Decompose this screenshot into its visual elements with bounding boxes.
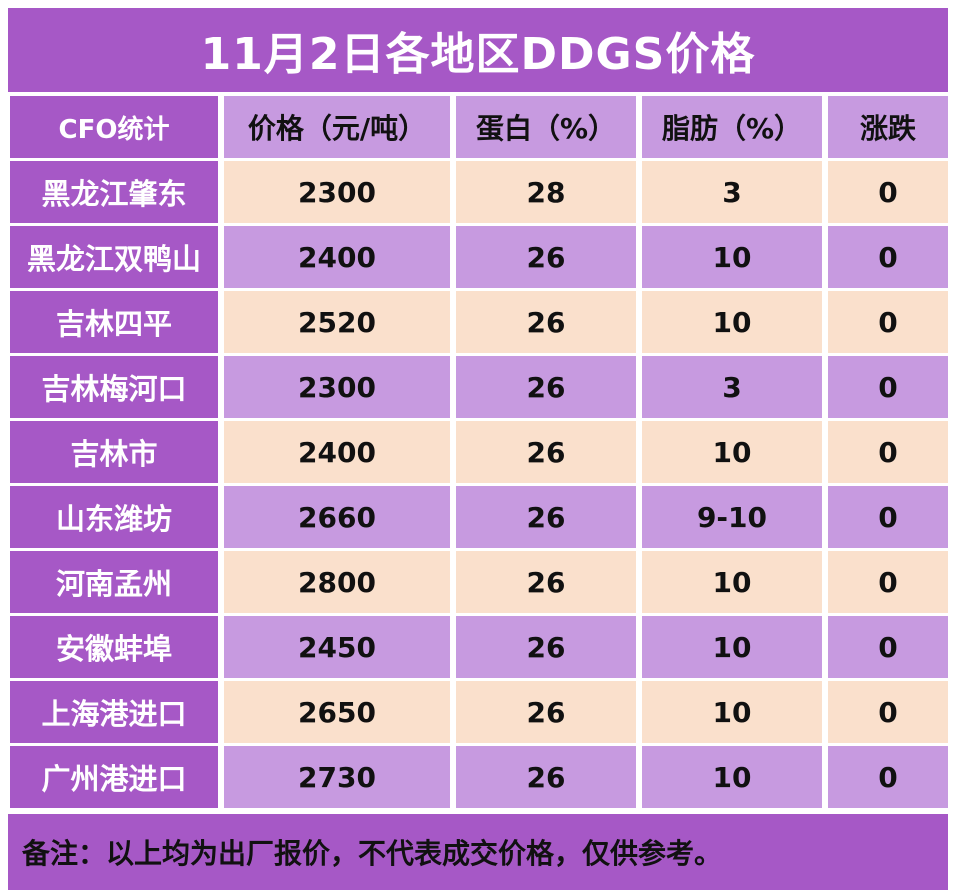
table-row: 黑龙江双鸭山 2400 26 10 0 (10, 226, 948, 288)
fat-cell: 10 (642, 421, 822, 483)
table-row: 吉林四平 2520 26 10 0 (10, 291, 948, 353)
protein-cell: 26 (456, 746, 636, 808)
table-row: 安徽蚌埠 2450 26 10 0 (10, 616, 948, 678)
change-cell: 0 (828, 486, 948, 548)
region-cell: 上海港进口 (10, 681, 218, 743)
table-row: 吉林市 2400 26 10 0 (10, 421, 948, 483)
change-cell: 0 (828, 551, 948, 613)
protein-cell: 26 (456, 291, 636, 353)
price-cell: 2800 (224, 551, 450, 613)
change-cell: 0 (828, 291, 948, 353)
price-cell: 2520 (224, 291, 450, 353)
protein-cell: 28 (456, 161, 636, 223)
fat-cell: 10 (642, 551, 822, 613)
protein-cell: 26 (456, 356, 636, 418)
fat-cell: 10 (642, 291, 822, 353)
footnote: 备注：以上均为出厂报价，不代表成交价格，仅供参考。 (8, 814, 948, 890)
table-title: 11月2日各地区DDGS价格 (8, 8, 948, 92)
header-change: 涨跌 (828, 96, 948, 158)
region-cell: 吉林四平 (10, 291, 218, 353)
region-cell: 广州港进口 (10, 746, 218, 808)
price-cell: 2730 (224, 746, 450, 808)
change-cell: 0 (828, 356, 948, 418)
fat-cell: 3 (642, 356, 822, 418)
price-cell: 2400 (224, 421, 450, 483)
change-cell: 0 (828, 746, 948, 808)
price-cell: 2650 (224, 681, 450, 743)
fat-cell: 10 (642, 226, 822, 288)
region-cell: 黑龙江双鸭山 (10, 226, 218, 288)
change-cell: 0 (828, 681, 948, 743)
region-cell: 河南孟州 (10, 551, 218, 613)
header-price: 价格（元/吨） (224, 96, 450, 158)
region-cell: 山东潍坊 (10, 486, 218, 548)
table-row: 吉林梅河口 2300 26 3 0 (10, 356, 948, 418)
header-source: CFO统计 (10, 96, 218, 158)
price-cell: 2660 (224, 486, 450, 548)
price-cell: 2300 (224, 356, 450, 418)
price-cell: 2300 (224, 161, 450, 223)
change-cell: 0 (828, 161, 948, 223)
protein-cell: 26 (456, 616, 636, 678)
protein-cell: 26 (456, 421, 636, 483)
price-cell: 2400 (224, 226, 450, 288)
table-row: 广州港进口 2730 26 10 0 (10, 746, 948, 808)
header-protein: 蛋白（%） (456, 96, 636, 158)
fat-cell: 10 (642, 616, 822, 678)
region-cell: 安徽蚌埠 (10, 616, 218, 678)
protein-cell: 26 (456, 681, 636, 743)
protein-cell: 26 (456, 551, 636, 613)
table-row: 山东潍坊 2660 26 9-10 0 (10, 486, 948, 548)
price-table-card: 11月2日各地区DDGS价格 CFO统计 价格（元/吨） 蛋白（%） 脂肪（%）… (4, 4, 948, 890)
region-cell: 吉林市 (10, 421, 218, 483)
protein-cell: 26 (456, 486, 636, 548)
fat-cell: 3 (642, 161, 822, 223)
region-cell: 吉林梅河口 (10, 356, 218, 418)
fat-cell: 9-10 (642, 486, 822, 548)
table-row: 上海港进口 2650 26 10 0 (10, 681, 948, 743)
change-cell: 0 (828, 616, 948, 678)
table-row: 黑龙江肇东 2300 28 3 0 (10, 161, 948, 223)
change-cell: 0 (828, 226, 948, 288)
fat-cell: 10 (642, 746, 822, 808)
table-row: 河南孟州 2800 26 10 0 (10, 551, 948, 613)
price-cell: 2450 (224, 616, 450, 678)
region-cell: 黑龙江肇东 (10, 161, 218, 223)
protein-cell: 26 (456, 226, 636, 288)
fat-cell: 10 (642, 681, 822, 743)
header-fat: 脂肪（%） (642, 96, 822, 158)
change-cell: 0 (828, 421, 948, 483)
table-header-row: CFO统计 价格（元/吨） 蛋白（%） 脂肪（%） 涨跌 (10, 96, 948, 158)
